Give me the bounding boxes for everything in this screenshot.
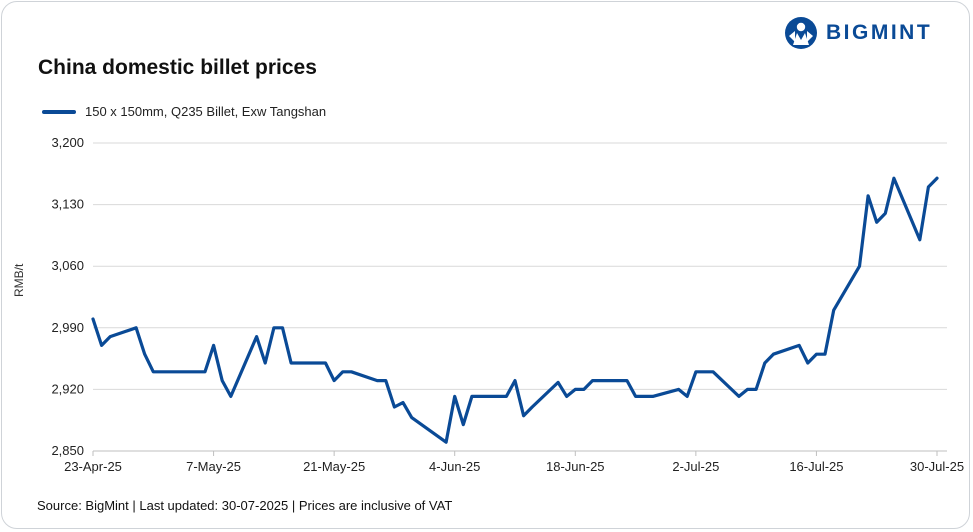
brand-logo: BIGMINT [784,16,932,50]
chart-title: China domestic billet prices [38,56,317,79]
y-tick-label: 3,200 [51,135,84,150]
x-tick-label: 18-Jun-25 [546,459,605,474]
x-tick-label: 21-May-25 [303,459,365,474]
x-tick-label: 4-Jun-25 [429,459,480,474]
y-tick-label: 3,060 [51,258,84,273]
series-line [91,176,939,444]
y-tick-label: 2,990 [51,320,84,335]
source-note: Source: BigMint | Last updated: 30-07-20… [37,498,453,513]
bigmint-logo-icon [785,17,817,49]
y-tick-label: 2,920 [51,381,84,396]
chart-legend: 150 x 150mm, Q235 Billet, Exw Tangshan [42,104,326,119]
x-tick-label: 2-Jul-25 [672,459,719,474]
y-tick-label: 3,130 [51,197,84,212]
brand-name: BIGMINT [826,21,933,44]
legend-swatch [42,109,76,114]
x-tick-label: 16-Jul-25 [789,459,843,474]
y-tick-label: 2,850 [51,443,84,458]
x-tick-label: 30-Jul-25 [910,459,964,474]
x-tick-label: 23-Apr-25 [64,459,122,474]
legend-label: 150 x 150mm, Q235 Billet, Exw Tangshan [85,104,327,119]
x-tick-label: 7-May-25 [186,459,241,474]
